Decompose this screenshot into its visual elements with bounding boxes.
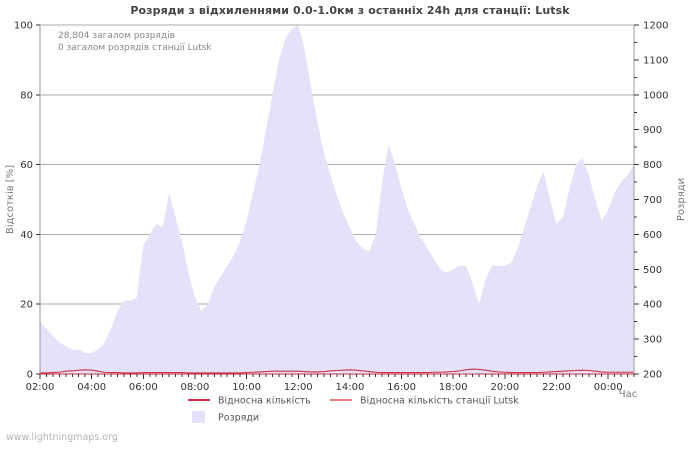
- axis-left-tick-label: 40: [20, 230, 33, 241]
- axis-x-tick-label: 18:00: [439, 382, 468, 393]
- axis-right-tick-label: 700: [643, 195, 662, 206]
- axis-x-tick-label: 04:00: [77, 382, 106, 393]
- axis-left-tick-label: 80: [20, 90, 33, 101]
- axis-x-tick-label: 10:00: [232, 382, 261, 393]
- axis-x-tick-label: 16:00: [387, 382, 416, 393]
- axis-right-tick-label: 200: [643, 370, 662, 381]
- axis-right-tick-label: 300: [643, 335, 662, 346]
- axis-x-tick-label: 02:00: [26, 382, 55, 393]
- axis-right-tick-label: 500: [643, 265, 662, 276]
- axis-x-tick-label: 00:00: [594, 382, 623, 393]
- axis-right-tick-label: 800: [643, 160, 662, 171]
- axis-right-tick-label: 600: [643, 230, 662, 241]
- annotation-total-discharges: 28,804 загалом розрядів: [58, 31, 175, 41]
- axis-x-tick-label: 08:00: [181, 382, 210, 393]
- axis-left-tick-label: 20: [20, 300, 33, 311]
- axis-left-tick-label: 100: [14, 21, 33, 32]
- annotation-station-discharges: 0 загалом розрядів станції Lutsk: [58, 43, 212, 53]
- area-series-discharges: [40, 25, 634, 374]
- watermark: www.lightningmaps.org: [6, 432, 118, 443]
- axis-right-tick-label: 1200: [643, 21, 668, 32]
- axis-left-title: Відсотків [%]: [4, 165, 16, 234]
- legend-label: Відносна кількість: [218, 396, 311, 407]
- axis-left-tick-label: 0: [27, 370, 33, 381]
- line-series-relative-count: [40, 368, 634, 374]
- axis-right-title: Розряди: [676, 178, 687, 221]
- legend-label: Розряди: [218, 413, 259, 424]
- axis-right-tick-label: 400: [643, 300, 662, 311]
- axis-right-tick-label: 1100: [643, 55, 668, 66]
- axis-right-tick-label: 900: [643, 125, 662, 136]
- page-title: Розряди з відхиленнями 0.0-1.0км з остан…: [130, 4, 570, 17]
- legend-swatch-area: [192, 411, 205, 423]
- axis-x-title: Час: [619, 389, 637, 400]
- legend-label: Відносна кількість станції Lutsk: [360, 396, 519, 407]
- axis-x-tick-label: 22:00: [542, 382, 571, 393]
- axis-x-tick-label: 20:00: [490, 382, 519, 393]
- axis-x-tick-label: 14:00: [335, 382, 364, 393]
- axis-x-tick-label: 06:00: [129, 382, 158, 393]
- axis-right-tick-label: 1000: [643, 90, 668, 101]
- axis-x-tick-label: 12:00: [284, 382, 313, 393]
- axis-left-tick-label: 60: [20, 160, 33, 171]
